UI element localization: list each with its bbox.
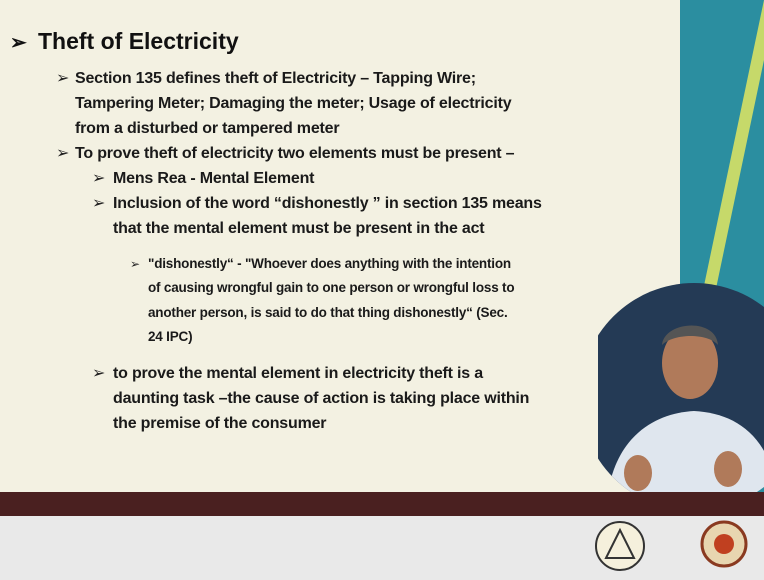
slide-title: Theft of Electricity [38,28,239,55]
bullet-line: the premise of the consumer [113,411,600,436]
slide: Theft of Electricity Section 135 defines… [0,0,680,492]
bullet-line: Section 135 defines theft of Electricity… [75,66,600,91]
bullet-line: Inclusion of the word “dishonestly ” in … [113,191,600,216]
speaker-video [598,283,764,492]
bullet: Section 135 defines theft of Electricity… [75,66,600,141]
bullet: Inclusion of the word “dishonestly ” in … [113,191,600,241]
bullet: Mens Rea - Mental Element [113,166,600,191]
bullet-line: from a disturbed or tampered meter [75,116,600,141]
bullet-line: daunting task –the cause of action is ta… [113,386,600,411]
bullet: To prove theft of electricity two elemen… [75,141,600,166]
bullet-line: to prove the mental element in electrici… [113,361,600,386]
bullet: to prove the mental element in electrici… [113,361,600,436]
bullet-line: "dishonestly“ - "Whoever does anything w… [148,252,600,276]
bullet-line: Mens Rea - Mental Element [113,166,600,191]
bullet-line: of causing wrongful gain to one person o… [148,276,600,300]
footer-band [0,492,764,516]
bullet-line: another person, is said to do that thing… [148,301,600,325]
footer [0,516,764,580]
bullet-line: To prove theft of electricity two elemen… [75,141,600,166]
bullet: "dishonestly“ - "Whoever does anything w… [148,252,600,349]
slide-body: Section 135 defines theft of Electricity… [0,66,600,436]
page: Theft of Electricity Section 135 defines… [0,0,764,580]
bullet-line: that the mental element must be present … [113,216,600,241]
bullet-line: Tampering Meter; Damaging the meter; Usa… [75,91,600,116]
bullet-line: 24 IPC) [148,325,600,349]
